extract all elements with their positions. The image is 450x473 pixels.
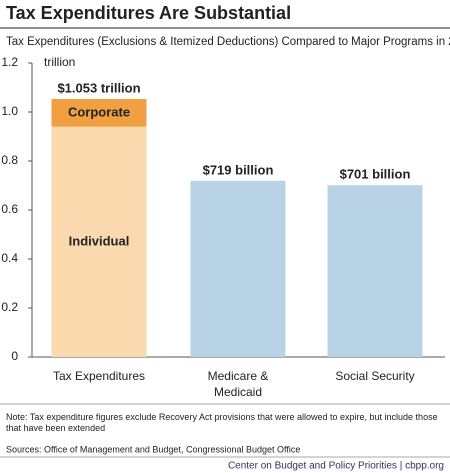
value-label: $701 billion [340, 167, 411, 182]
segment-label: Individual [69, 233, 130, 248]
y-tick-label: 0.8 [1, 153, 18, 167]
x-tick-label: Tax Expenditures [52, 369, 146, 383]
bar [51, 99, 147, 127]
x-tick-label: Medicare & Medicaid [207, 369, 269, 399]
total-label: $1.053 trillion [57, 80, 140, 95]
value-label: $719 billion [203, 162, 274, 177]
note: Note: Tax expenditure figures exclude Re… [6, 412, 438, 433]
segment-label: Corporate [68, 104, 130, 119]
footer: Center on Budget and Policy Priorities |… [228, 461, 444, 472]
y-tick-label: 0.6 [1, 202, 18, 216]
x-tick-label: Social Security [335, 369, 415, 383]
chart-subtitle: Tax Expenditures (Exclusions & Itemized … [6, 36, 450, 48]
chart-title: Tax Expenditures Are Substantial [6, 3, 291, 23]
bar [327, 185, 423, 357]
y-tick-label: 1.0 [1, 104, 18, 118]
y-tick-label: 0.2 [1, 300, 18, 314]
sources: Sources: Office of Management and Budget… [6, 444, 300, 454]
y-unit: trillion [44, 55, 75, 69]
y-tick-label: 0.4 [1, 251, 18, 265]
bar [190, 180, 286, 357]
y-tick-label: 0 [11, 349, 18, 363]
y-tick-label: 1.2 [1, 55, 18, 69]
bar [51, 126, 147, 357]
